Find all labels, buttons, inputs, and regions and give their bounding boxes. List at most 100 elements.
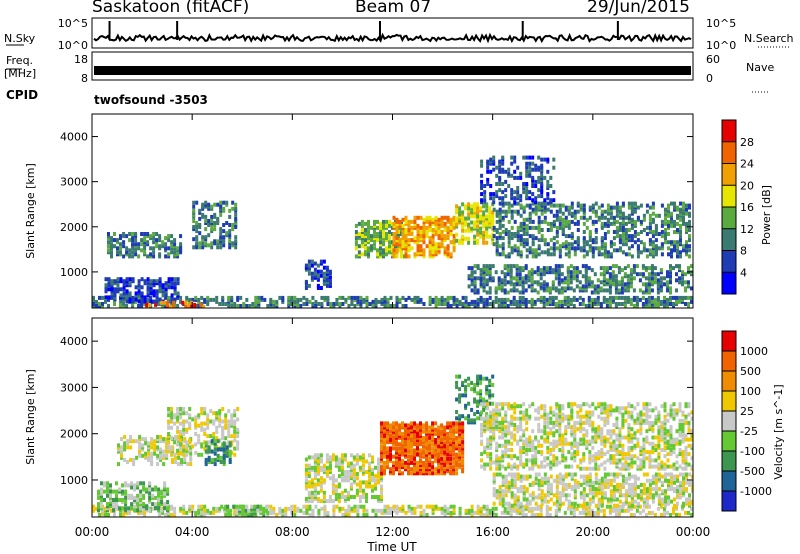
power-cell [531,192,535,197]
velocity-cell [407,429,410,434]
power-cell [504,254,508,259]
power-cell [239,304,243,308]
velocity-cell [331,490,335,495]
velocity-cell [428,444,432,449]
velocity-cell [334,478,338,483]
velocity-cell [488,395,492,400]
velocity-cell [467,376,471,381]
power-cell [663,299,666,304]
power-cell [428,228,432,232]
velocity-cell [331,488,335,493]
power-cell [305,302,309,306]
power-cell [128,232,132,236]
velocity-cell [250,506,254,511]
power-cell [452,240,456,245]
velocity-cell [182,452,186,457]
power-cell [648,225,652,230]
power-cell [173,250,177,255]
velocity-cell [488,380,492,385]
power-cell [455,222,459,227]
velocity-cell [310,467,314,472]
power-cell [572,274,576,279]
velocity-cell [470,510,474,515]
power-cell [234,202,238,207]
velocity-cell [446,435,450,440]
power-cell [673,246,676,251]
velocity-cell [395,431,398,436]
velocity-cell [495,418,499,423]
power-cell [507,252,511,257]
power-cell [688,223,691,228]
power-cell [537,165,541,170]
power-cell [525,196,529,201]
power-cell [506,297,510,302]
power-cell [204,235,208,240]
velocity-cell [425,427,429,432]
velocity-cell [148,495,152,500]
velocity-cell [142,502,146,507]
velocity-cell [344,508,348,513]
power-cell [513,169,517,174]
power-cell [167,254,171,259]
velocity-cell [216,439,220,444]
velocity-cell [386,504,390,509]
power-cell [416,234,420,239]
velocity-cell [227,409,231,414]
velocity-cell [407,506,411,511]
velocity-cell [392,454,395,459]
power-cell [479,268,483,273]
power-cell [506,272,510,277]
power-cell [534,163,538,168]
velocity-cell [222,460,226,464]
velocity-cell [498,420,502,425]
power-cell [488,290,492,295]
power-cell [510,225,514,230]
power-cell [599,280,603,285]
velocity-cell [233,510,237,515]
velocity-cell [413,467,416,472]
velocity-cell [200,442,204,447]
power-cell [143,246,147,251]
velocity-cell [458,446,462,451]
power-cell [446,219,450,224]
velocity-cell [233,425,237,430]
power-cell [504,213,508,218]
velocity-cell [461,421,465,426]
velocity-cell [395,429,398,434]
velocity-cell [207,455,211,460]
velocity-cell [147,455,151,460]
power-cell [524,280,528,285]
power-cell [201,212,205,217]
power-cell [537,201,541,206]
power-cell [682,211,685,216]
velocity-cell [489,425,493,430]
velocity-cell [224,425,228,430]
power-cell [627,205,631,210]
power-cell [401,240,405,245]
power-cell [319,286,323,290]
power-cell [359,302,363,306]
power-cell [527,270,531,275]
velocity-cell [605,504,609,509]
power-cell [134,297,138,302]
power-cell [216,216,220,221]
velocity-cell [158,510,162,515]
velocity-cell [482,376,486,381]
power-cell [572,266,576,271]
velocity-cell [121,483,124,488]
velocity-cell [188,506,192,511]
power-cell [594,246,598,251]
power-cell [670,240,673,245]
velocity-cell [236,429,240,434]
power-cell [455,204,459,209]
power-ytick-label: 3000 [60,176,88,189]
power-cell [492,225,496,230]
power-cell [519,242,523,247]
velocity-cell [483,402,487,407]
power-cell [588,234,592,239]
velocity-cell [355,472,359,476]
power-cell [143,299,147,304]
velocity-cell [515,510,519,515]
power-cell [543,250,547,255]
power-cell [676,228,679,232]
